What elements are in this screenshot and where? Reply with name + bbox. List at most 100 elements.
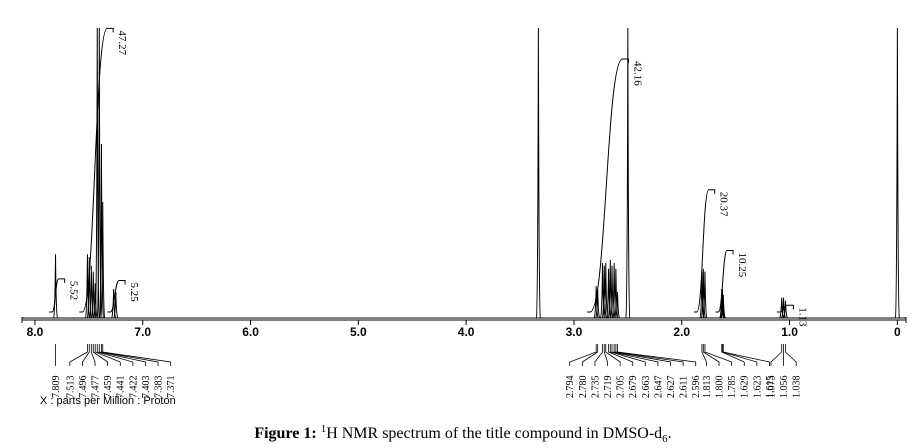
pick-line <box>722 344 770 366</box>
pick-label: 2.735 <box>590 376 601 399</box>
integral-curve <box>693 189 716 313</box>
integral-curve <box>49 278 66 313</box>
pick-label: 2.705 <box>616 376 627 399</box>
pick-line <box>96 344 134 366</box>
x-tick-label: 4.0 <box>458 325 475 339</box>
pick-line <box>102 344 172 366</box>
pick-label: 7.459 <box>103 376 114 399</box>
pick-label: 2.719 <box>603 376 614 399</box>
pick-line <box>704 344 733 366</box>
x-axis-label: X : parts per Million : Proton <box>40 395 176 407</box>
peak <box>53 254 59 319</box>
pick-line <box>721 344 745 366</box>
pick-label: 2.647 <box>653 376 664 399</box>
pick-line <box>613 344 671 366</box>
pick-line <box>82 344 90 366</box>
peak <box>779 297 785 319</box>
integral-label: 47.27 <box>116 30 128 55</box>
pick-label: 1.056 <box>779 376 790 399</box>
peak <box>606 268 612 319</box>
integral-label: 20.37 <box>718 192 730 217</box>
pick-line <box>569 344 597 366</box>
pick-label: 7.403 <box>141 376 152 399</box>
pick-label: 1.629 <box>740 376 751 399</box>
pick-label: 2.780 <box>578 376 589 399</box>
pick-line <box>611 344 659 366</box>
integral-label: 42.16 <box>631 61 643 86</box>
pick-label: 1.038 <box>792 376 803 399</box>
caption-sub: 6 <box>662 433 668 445</box>
caption-end: . <box>668 425 672 442</box>
x-tick-label: 8.0 <box>27 325 44 339</box>
pick-line <box>701 344 707 366</box>
pick-label: 7.477 <box>91 376 102 399</box>
pick-label: 7.441 <box>116 376 127 399</box>
integral-label: 10.25 <box>736 253 748 278</box>
peak <box>613 268 619 319</box>
pick-label: 2.794 <box>565 376 576 399</box>
pick-line <box>90 344 96 366</box>
pick-label: 7.809 <box>51 376 62 399</box>
caption: Figure 1: 1H NMR spectrum of the title c… <box>254 423 671 445</box>
integral-curve <box>715 250 734 313</box>
integral-curve <box>107 280 126 313</box>
x-tick-label: 2.0 <box>673 325 690 339</box>
peak <box>615 291 620 319</box>
pick-label: 1.073 <box>766 376 777 399</box>
pick-label: 2.627 <box>666 376 677 399</box>
pick-label: 7.371 <box>166 376 177 399</box>
pick-line <box>615 344 684 366</box>
peak <box>781 297 786 319</box>
pick-line <box>594 344 603 366</box>
pick-line <box>603 344 608 366</box>
pick-line <box>702 344 720 366</box>
pick-label: 2.596 <box>691 376 702 399</box>
caption-text: H NMR spectrum of the title compound in … <box>326 425 662 442</box>
pick-label: 1.615 <box>765 376 776 399</box>
integral-label: 5.25 <box>128 283 140 303</box>
pick-line <box>92 344 109 366</box>
pick-line <box>69 344 88 366</box>
peak <box>88 265 94 319</box>
pick-line <box>609 344 646 366</box>
pick-line <box>617 344 697 366</box>
x-tick-label: 0 <box>894 325 901 339</box>
peak <box>535 27 541 319</box>
peak <box>92 283 98 319</box>
pick-label: 2.679 <box>628 376 639 399</box>
pick-label: 7.422 <box>128 376 139 399</box>
integral-curve <box>587 58 629 313</box>
peak <box>84 254 90 319</box>
peak <box>100 201 106 319</box>
pick-label: 7.513 <box>65 376 76 399</box>
pick-line <box>722 344 758 366</box>
integral-curve <box>79 27 114 313</box>
x-tick-label: 6.0 <box>242 325 259 339</box>
pick-label: 1.800 <box>715 376 726 399</box>
peak <box>702 271 708 319</box>
integral-label: 5.52 <box>68 281 80 300</box>
peak <box>720 294 726 319</box>
pick-label: 1.785 <box>727 376 738 399</box>
x-tick-label: 7.0 <box>134 325 151 339</box>
pick-label: 2.663 <box>641 376 652 399</box>
pick-label: 2.611 <box>679 376 690 398</box>
peak <box>894 27 900 319</box>
peak <box>607 259 613 319</box>
pick-line <box>605 344 621 366</box>
peak <box>783 300 788 319</box>
pick-label: 1.813 <box>702 376 713 399</box>
peak <box>601 265 607 319</box>
integral-label: 1.13 <box>796 307 808 327</box>
pick-label: 7.383 <box>154 376 165 399</box>
x-tick-label: 3.0 <box>566 325 583 339</box>
pick-line <box>101 344 159 366</box>
pick-line <box>94 344 121 366</box>
caption-sup: 1 <box>321 423 327 435</box>
pick-line <box>770 344 783 366</box>
integral-curve <box>776 304 794 313</box>
peak <box>700 268 706 319</box>
caption-label: Figure 1: <box>254 425 316 442</box>
peak <box>593 286 599 319</box>
